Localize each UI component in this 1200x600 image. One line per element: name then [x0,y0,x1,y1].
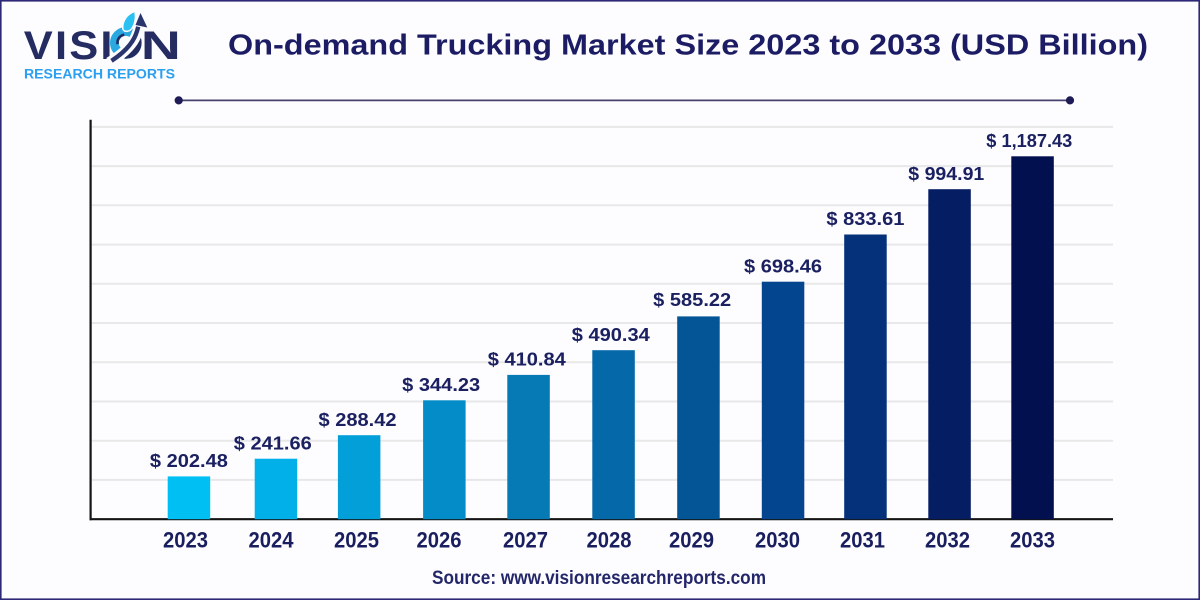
svg-text:$ 410.84: $ 410.84 [488,350,566,370]
svg-text:2028: 2028 [587,528,632,553]
svg-text:VISI: VISI [24,23,115,68]
svg-text:$ 1,187.43: $ 1,187.43 [986,131,1072,151]
svg-text:2032: 2032 [925,528,970,553]
svg-text:2023: 2023 [163,528,208,553]
svg-text:2029: 2029 [669,528,714,553]
svg-text:2027: 2027 [503,528,548,553]
svg-text:2024: 2024 [249,528,295,553]
svg-text:$ 344.23: $ 344.23 [402,375,480,395]
svg-text:N: N [141,24,181,68]
svg-text:2030: 2030 [755,528,800,553]
svg-text:2026: 2026 [417,528,462,553]
svg-text:$ 994.91: $ 994.91 [908,164,984,184]
svg-text:$ 241.66: $ 241.66 [234,433,312,453]
svg-text:$ 585.22: $ 585.22 [653,290,731,310]
svg-text:2031: 2031 [840,528,885,553]
svg-text:2025: 2025 [334,528,379,553]
svg-text:$ 833.61: $ 833.61 [826,209,904,229]
svg-text:$ 288.42: $ 288.42 [319,410,397,430]
svg-text:On-demand Trucking Market Size: On-demand Trucking Market Size 2023 to 2… [228,30,1148,62]
svg-text:$ 202.48: $ 202.48 [150,451,228,471]
svg-text:$ 698.46: $ 698.46 [744,256,822,276]
svg-text:2033: 2033 [1010,528,1055,553]
svg-text:RESEARCH REPORTS: RESEARCH REPORTS [24,67,175,82]
svg-text:$ 490.34: $ 490.34 [572,325,650,345]
svg-text:Source: www.visionresearchrepo: Source: www.visionresearchreports.com [432,568,766,589]
